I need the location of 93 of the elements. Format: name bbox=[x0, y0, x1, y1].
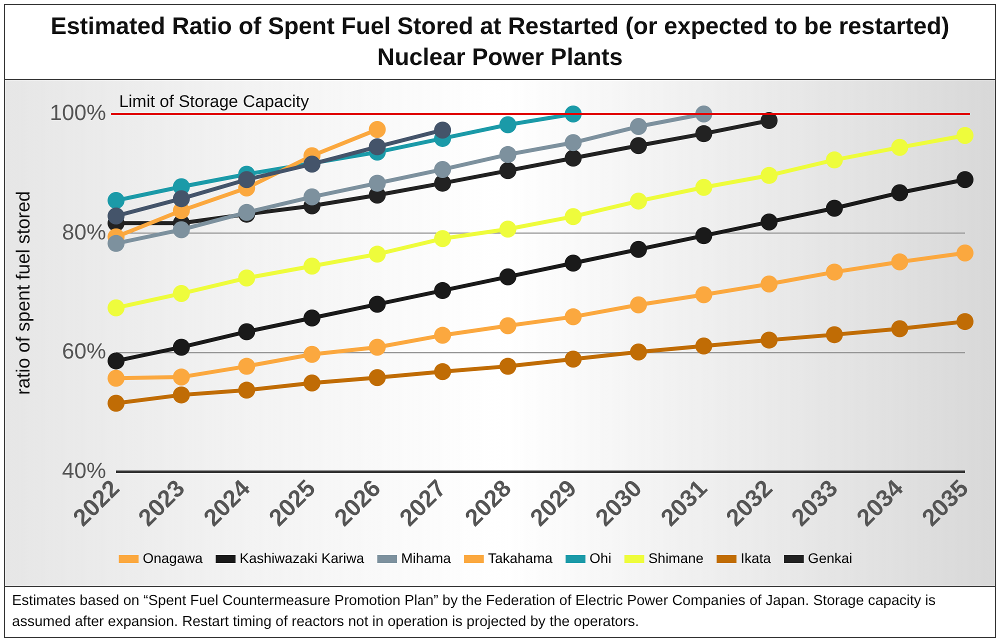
point bbox=[630, 118, 647, 136]
point bbox=[368, 246, 386, 263]
point bbox=[760, 275, 778, 292]
point bbox=[368, 338, 386, 356]
legend-label: Kashiwazaki Kariwa bbox=[240, 550, 364, 566]
point bbox=[368, 121, 386, 138]
point bbox=[368, 138, 386, 156]
point bbox=[238, 171, 256, 188]
point bbox=[760, 332, 778, 349]
y-tick-label: 60% bbox=[62, 338, 106, 364]
text: Estimates based on “Spent Fuel Countermeasure Promotion Plan” by the Federation of Electric Power Companies of Japan. Storage capacity is assumed after expansion. Restart timing of reactors not in operation is projected by the operators. bbox=[5, 586, 995, 637]
point bbox=[434, 282, 452, 300]
point bbox=[499, 146, 516, 164]
point bbox=[956, 313, 974, 330]
point bbox=[238, 323, 256, 340]
point bbox=[108, 234, 125, 252]
point bbox=[564, 134, 582, 152]
ref-line-label: Limit of Storage Capacity bbox=[119, 92, 310, 112]
point bbox=[172, 285, 190, 302]
point bbox=[303, 309, 320, 326]
point bbox=[499, 162, 516, 180]
legend-label: Takahama bbox=[488, 550, 553, 566]
point bbox=[303, 346, 320, 363]
point bbox=[826, 200, 843, 217]
point bbox=[434, 326, 452, 344]
point bbox=[891, 253, 908, 270]
point bbox=[630, 343, 647, 360]
legend-label: Mihama bbox=[401, 550, 452, 566]
point bbox=[564, 254, 582, 272]
legend-label: Ohi bbox=[590, 550, 612, 566]
point bbox=[956, 244, 974, 262]
point bbox=[826, 151, 843, 168]
point bbox=[108, 299, 125, 316]
y-axis-title: ratio of spent fuel stored bbox=[14, 191, 35, 395]
point bbox=[303, 374, 320, 392]
point bbox=[499, 358, 516, 375]
point bbox=[303, 156, 320, 173]
point bbox=[891, 138, 908, 156]
y-tick-label: 100% bbox=[50, 100, 106, 126]
point bbox=[630, 240, 647, 258]
point bbox=[499, 268, 516, 286]
legend-label: Shimane bbox=[648, 550, 704, 566]
point bbox=[630, 192, 647, 210]
point bbox=[891, 320, 908, 338]
point bbox=[630, 296, 647, 314]
point bbox=[695, 286, 712, 304]
point bbox=[108, 394, 125, 412]
point bbox=[368, 369, 386, 386]
point bbox=[760, 112, 778, 130]
point bbox=[108, 370, 125, 387]
legend-label: Genkai bbox=[808, 550, 852, 566]
point bbox=[108, 352, 125, 370]
point bbox=[564, 208, 582, 226]
point bbox=[303, 188, 320, 206]
point bbox=[760, 166, 778, 184]
point bbox=[826, 264, 843, 281]
point bbox=[368, 296, 386, 313]
point bbox=[108, 192, 125, 209]
point bbox=[499, 116, 516, 134]
point bbox=[695, 227, 712, 244]
legend-label: Ikata bbox=[740, 550, 772, 566]
point bbox=[172, 190, 190, 208]
point bbox=[238, 270, 256, 287]
point bbox=[434, 122, 452, 139]
point bbox=[434, 160, 452, 178]
point bbox=[172, 386, 190, 404]
point bbox=[956, 126, 974, 144]
point bbox=[564, 308, 582, 326]
point bbox=[630, 137, 647, 154]
point bbox=[303, 258, 320, 275]
point bbox=[172, 221, 190, 238]
point bbox=[760, 213, 778, 230]
point bbox=[434, 363, 452, 380]
point bbox=[891, 184, 908, 202]
point bbox=[695, 178, 712, 196]
point bbox=[564, 150, 582, 167]
y-tick-label: 80% bbox=[62, 219, 106, 244]
point bbox=[238, 382, 256, 399]
legend-label: Onagawa bbox=[142, 550, 203, 566]
point bbox=[172, 368, 190, 386]
point bbox=[695, 338, 712, 355]
point bbox=[434, 230, 452, 248]
point bbox=[499, 220, 516, 238]
point bbox=[564, 350, 582, 368]
point bbox=[956, 171, 974, 188]
point bbox=[695, 125, 712, 142]
chart-title: Estimated Ratio of Spent Fuel Stored at Restarted (or expected to be restarted) Nuclear Power Plants bbox=[5, 5, 995, 80]
point bbox=[368, 174, 386, 192]
point bbox=[108, 207, 125, 224]
point bbox=[238, 358, 256, 375]
point bbox=[499, 317, 516, 334]
point bbox=[172, 338, 190, 356]
point bbox=[826, 326, 843, 344]
